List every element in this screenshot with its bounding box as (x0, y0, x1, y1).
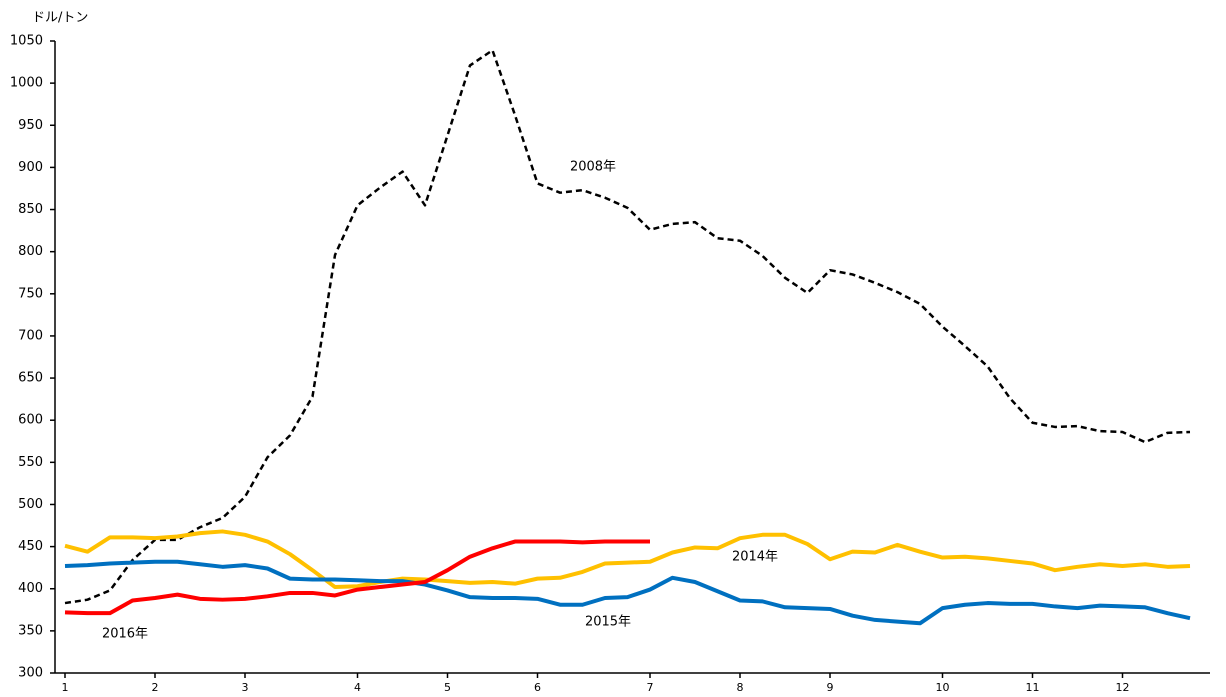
y-tick-label: 850 (18, 202, 43, 217)
y-tick-label: 900 (18, 160, 43, 175)
y-tick-label: 350 (18, 623, 43, 638)
y-tick-label: 550 (18, 455, 43, 470)
x-tick-label: 6 (534, 681, 541, 694)
series-line (64, 529, 1191, 590)
y-tick-label: 1050 (10, 34, 43, 49)
y-tick-label: 700 (18, 328, 43, 343)
x-tick-label: 10 (936, 681, 950, 694)
series-line (64, 49, 1191, 605)
series-line (64, 539, 650, 616)
y-tick-label: 600 (18, 413, 43, 428)
x-tick-label: 7 (647, 681, 654, 694)
x-tick-label: 2 (152, 681, 159, 694)
series-label: 2015年 (585, 615, 631, 630)
y-tick-label: 450 (18, 539, 43, 554)
series-line (64, 559, 1191, 626)
y-axis-label: ドル/トン (32, 11, 88, 26)
y-tick-label: 750 (18, 286, 43, 301)
x-tick-label: 1 (62, 681, 69, 694)
y-tick-label: 950 (18, 118, 43, 133)
y-tick-label: 1000 (10, 76, 43, 91)
y-tick-label: 300 (18, 666, 43, 681)
series-label: 2014年 (732, 550, 778, 565)
series-label: 2008年 (570, 160, 616, 175)
x-tick-label: 3 (242, 681, 249, 694)
y-tick-label: 500 (18, 497, 43, 512)
x-tick-label: 11 (1026, 681, 1040, 694)
x-tick-label: 9 (827, 681, 834, 694)
x-tick-label: 4 (354, 681, 361, 694)
x-tick-label: 5 (444, 681, 451, 694)
y-tick-label: 800 (18, 244, 43, 259)
x-tick-label: 12 (1116, 681, 1130, 694)
series-label: 2016年 (102, 627, 148, 642)
x-tick-label: 8 (737, 681, 744, 694)
y-tick-label: 650 (18, 371, 43, 386)
y-tick-label: 400 (18, 581, 43, 596)
